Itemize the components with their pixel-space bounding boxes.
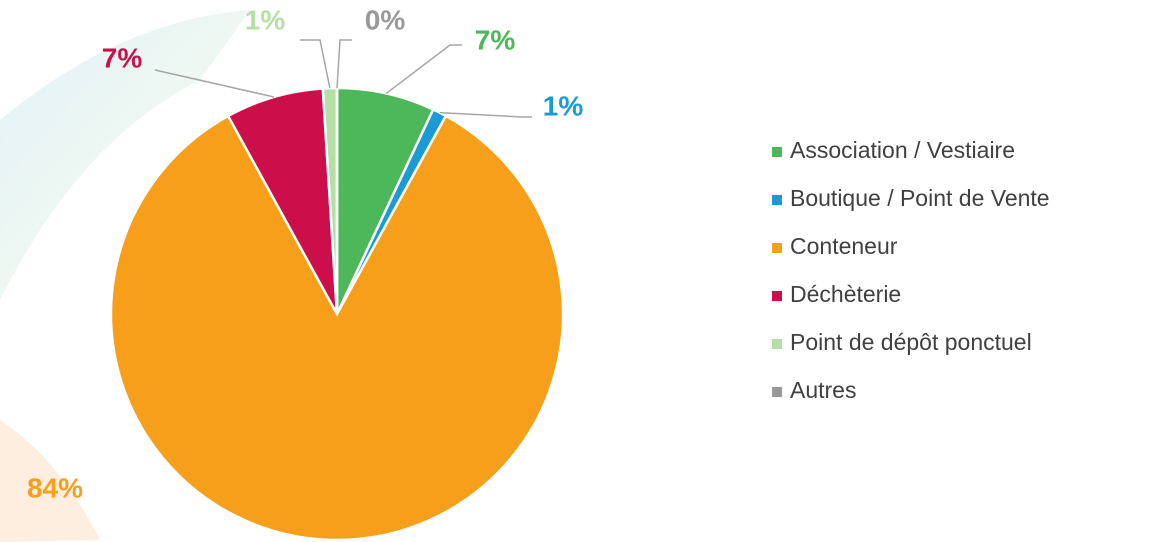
background-decoration <box>0 420 100 542</box>
legend-label: Déchèterie <box>790 281 901 307</box>
background-decoration <box>0 10 250 300</box>
legend-swatch <box>772 291 782 301</box>
legend-swatch <box>772 339 782 349</box>
legend-swatch <box>772 195 782 205</box>
data-label: 1% <box>245 4 286 35</box>
pie-slice <box>109 114 565 542</box>
legend-label: Autres <box>790 377 856 403</box>
data-label: 1% <box>543 90 584 121</box>
legend-swatch <box>772 243 782 253</box>
leader-line <box>439 111 532 118</box>
data-label: 7% <box>475 24 516 55</box>
legend-swatch <box>772 147 782 157</box>
leader-line <box>300 39 331 89</box>
legend-swatch <box>772 387 782 397</box>
legend-label: Association / Vestiaire <box>790 137 1015 163</box>
legend: Association / Vestiaire Boutique / Point … <box>772 137 1050 403</box>
legend-label: Conteneur <box>790 233 898 259</box>
data-label: 7% <box>102 42 143 73</box>
legend-label: Point de dépôt ponctuel <box>790 329 1032 355</box>
legend-label: Boutique / Point de Vente <box>790 185 1050 211</box>
leader-line <box>336 39 352 89</box>
data-label: 0% <box>365 4 406 35</box>
data-label: 84% <box>27 472 83 503</box>
pie: 7% 1% 84% 7% 1% 0% <box>27 4 584 542</box>
leader-line <box>385 44 462 95</box>
leader-line <box>154 69 275 98</box>
